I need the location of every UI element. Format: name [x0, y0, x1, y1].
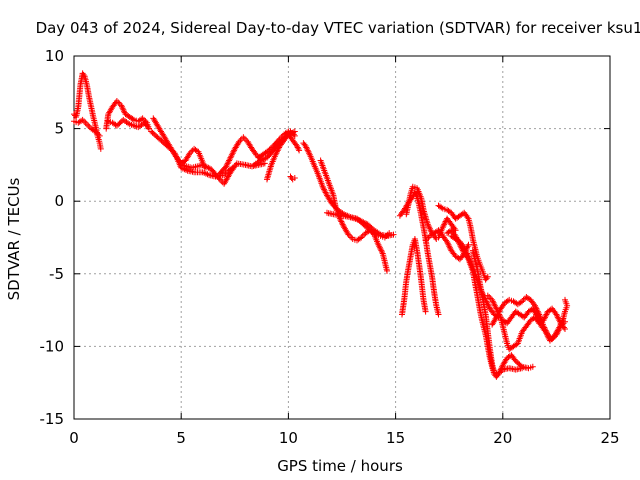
y-tick-label: -5	[49, 265, 64, 283]
data-point-track	[285, 131, 303, 154]
data-point-track	[469, 247, 536, 377]
x-tick-label: 20	[493, 429, 512, 447]
data-point-track	[435, 202, 491, 283]
y-tick-label: -15	[40, 410, 65, 428]
y-tick-label: 10	[45, 47, 64, 65]
chart-title: Day 043 of 2024, Sidereal Day-to-day VTE…	[36, 19, 640, 37]
x-tick-label: 0	[69, 429, 79, 447]
data-marks	[71, 70, 571, 380]
y-tick-label: 5	[54, 120, 64, 138]
data-point-track	[148, 128, 236, 180]
data-point-track	[324, 209, 397, 239]
x-tick-label: 10	[279, 429, 298, 447]
axis-ticks: 0 5 10 15 20 25 -15 -10 -5 0 5 10	[40, 47, 620, 447]
grid-lines	[74, 56, 610, 419]
y-axis-label: SDTVAR / TECUs	[5, 177, 23, 300]
x-tick-label: 25	[600, 429, 619, 447]
data-point-track	[71, 116, 103, 139]
x-tick-label: 15	[386, 429, 405, 447]
data-point-track	[287, 173, 298, 183]
x-tick-label: 5	[176, 429, 186, 447]
data-point-track	[499, 296, 571, 344]
plot-frame	[73, 55, 611, 420]
y-tick-label: 0	[54, 192, 64, 210]
y-tick-label: -10	[40, 337, 65, 355]
data-point-track	[105, 116, 152, 132]
data-point-track	[399, 236, 429, 318]
x-axis-label: GPS time / hours	[277, 457, 403, 475]
data-point-track	[216, 134, 264, 177]
data-point-track	[317, 157, 390, 274]
